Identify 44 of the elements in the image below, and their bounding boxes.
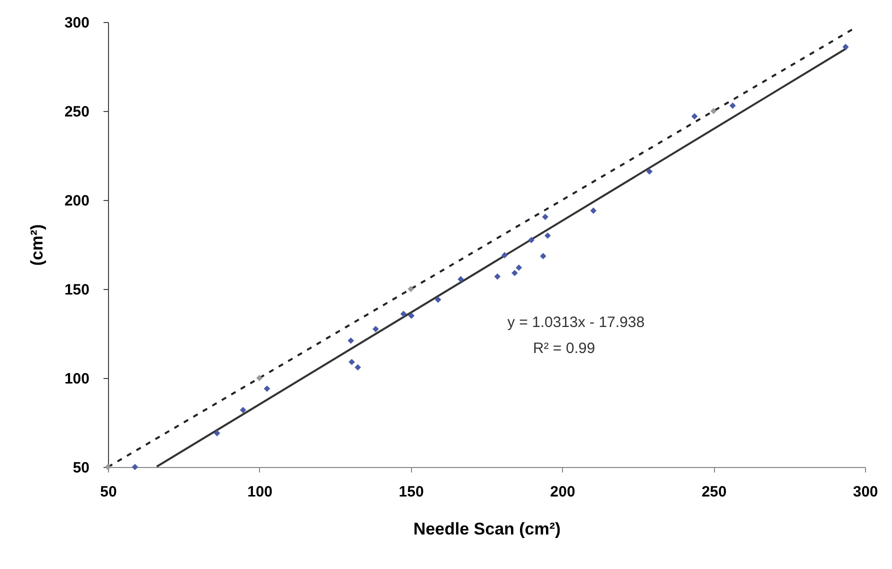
point [646,168,653,175]
x-tick-label: 150 [398,484,424,500]
y-tick-label: 150 [64,282,90,298]
point [730,102,736,109]
point [542,214,548,220]
point [408,312,415,319]
annotation: y = 1.0313x - 17.938 [507,314,645,331]
point [240,406,246,414]
point [354,364,361,370]
point [710,108,717,114]
point [256,374,263,382]
x-tick-label: 100 [247,484,272,500]
x-tick-label: 300 [852,484,878,500]
point [516,264,522,271]
point [348,358,355,366]
point [458,276,464,282]
x-tick-label: 250 [702,484,727,500]
point [691,113,698,120]
point [132,464,138,470]
y-tick-label: 50 [72,460,90,476]
point [540,252,546,260]
annotation: R² = 0.99 [532,340,596,357]
point [494,273,501,280]
point [264,386,270,392]
point [214,430,220,436]
y-axis-title: (cm²) [27,224,46,266]
point [348,337,354,344]
x-axis-title: Needle Scan (cm²) [413,520,561,538]
point [434,296,442,303]
point [512,270,518,276]
point [372,326,379,332]
point [400,310,407,318]
x-tick-label: 50 [100,484,117,500]
point [590,208,597,214]
point [502,252,508,258]
point [408,286,414,292]
y-tick-label: 300 [64,14,90,32]
point [842,44,849,50]
y-tick-label: 250 [64,104,90,120]
y-tick-label: 100 [64,370,90,388]
x-tick-label: 200 [550,484,576,500]
y-tick-label: 200 [64,192,90,210]
point [528,236,534,244]
point [544,232,551,239]
